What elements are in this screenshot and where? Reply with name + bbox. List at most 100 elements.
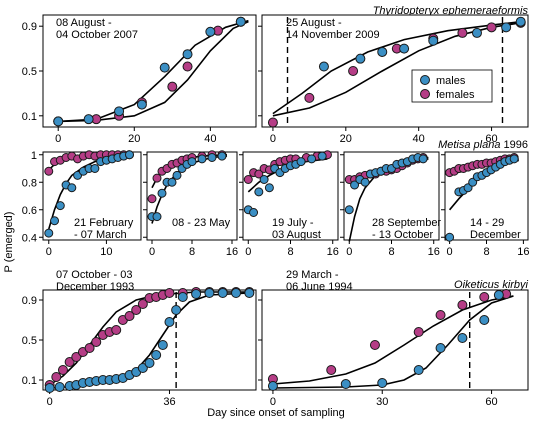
females-point — [243, 175, 253, 184]
x-tick-label: 8 — [483, 246, 489, 258]
females-point — [152, 173, 162, 183]
males-point — [399, 43, 410, 54]
males-point — [235, 16, 246, 27]
panel-date-label: 21 February - 07 March — [74, 217, 134, 241]
males-point — [204, 288, 215, 298]
x-tick-label: 0 — [149, 246, 155, 258]
females-point — [435, 310, 446, 320]
species-label-oiketicus: Oiketicus kirbyi — [454, 279, 529, 291]
x-tick-label: 0 — [346, 246, 352, 258]
panel-date-line: December — [470, 229, 521, 241]
males-point — [249, 208, 259, 217]
males-point — [471, 27, 482, 38]
females-point — [479, 292, 490, 302]
x-tick-label: 0 — [447, 246, 453, 258]
males-point — [457, 333, 468, 343]
males-point — [83, 114, 94, 125]
fitted-curve — [58, 20, 249, 123]
females-point — [457, 300, 468, 310]
males-point — [187, 157, 197, 167]
females-point — [137, 299, 148, 309]
males-point — [307, 154, 317, 164]
panel-date-label: 14 - 29 December — [470, 217, 521, 241]
species-label-metisa: Metisa plana 1996 — [438, 139, 528, 151]
x-tick-label: 30 — [376, 396, 388, 408]
panel-date-line: - 07 March — [74, 229, 127, 241]
males-point — [259, 175, 269, 184]
females-point — [91, 337, 102, 347]
panel-date-line: 21 February — [74, 217, 134, 229]
x-tick-label: 16 — [428, 246, 440, 258]
panel-date-line: December 1993 — [56, 281, 134, 293]
x-tick-label: 0 — [245, 246, 251, 258]
females-point — [167, 81, 178, 92]
panel-date-line: 14 November 2009 — [286, 29, 380, 41]
panel-date-label: 08 - 23 May — [172, 217, 231, 229]
panel-date-line: 29 March - — [286, 269, 339, 281]
females-point — [147, 194, 157, 204]
y-tick-label: 0.8 — [22, 177, 37, 189]
panel-date-line: 04 October 2007 — [56, 29, 138, 41]
legend-males-label: males — [436, 75, 466, 87]
males-point — [159, 62, 170, 73]
panel-4: 0 8 16 08 - 23 May — [143, 150, 238, 258]
x-tick-label: 0 — [46, 246, 52, 258]
panel-date-label: 25 August -14 November 2009 — [286, 17, 380, 41]
females-point — [304, 92, 315, 103]
males-point — [435, 343, 446, 353]
males-point — [428, 35, 439, 46]
females-point — [111, 325, 122, 335]
panel-date-label: 19 July -03 August — [272, 217, 321, 241]
legend-females-marker — [420, 89, 430, 99]
panel-8: 0 36 0.1 0.5 0.9 07 October - 03 December 1993 — [22, 269, 257, 408]
panel-frame — [261, 289, 529, 391]
males-point — [479, 315, 490, 325]
panel-date-line: 03 August — [272, 229, 321, 241]
panel-date-line: 07 October - 03 — [56, 269, 132, 281]
fitted-curve — [272, 295, 514, 389]
males-point — [344, 205, 354, 215]
y-axis-label: P (emerged) — [3, 212, 15, 273]
panel-date-line: 19 July - — [272, 217, 314, 229]
males-point — [44, 228, 54, 238]
females-point — [254, 169, 264, 179]
y-tick-label: 0.1 — [22, 375, 37, 387]
males-point — [413, 365, 424, 375]
x-tick-label: 0 — [55, 133, 61, 145]
males-point — [377, 378, 388, 388]
females-point — [131, 305, 142, 315]
males-point — [136, 99, 147, 110]
fitted-curve — [49, 291, 250, 386]
males-point — [67, 183, 77, 193]
panel-date-line: 08 August - — [56, 17, 112, 29]
y-tick-label: 0.5 — [22, 335, 37, 347]
panel-date-line: - 13 October — [372, 229, 433, 241]
males-point — [164, 317, 175, 327]
panel-date-line: 28 September — [372, 217, 441, 229]
panels: 0 20 40 0.1 0.5 0.9 08 August -04 October 2007… — [22, 14, 530, 408]
x-tick-label: 0 — [47, 396, 53, 408]
males-point — [144, 358, 155, 368]
x-tick-label: 16 — [226, 246, 238, 258]
females-point — [71, 352, 82, 362]
y-tick-label: 0.6 — [22, 205, 37, 217]
panel-6: 0 8 16 28 September - 13 October — [340, 151, 441, 258]
females-point — [326, 365, 337, 375]
females-point — [348, 66, 359, 76]
species-year-metisa: 1996 — [504, 139, 528, 151]
panel-date-label: 28 September - 13 October — [372, 217, 441, 241]
legend-females-label: females — [436, 89, 475, 101]
panel-date-line: 14 - 29 — [470, 217, 504, 229]
females-point — [369, 340, 380, 350]
males-point — [207, 153, 217, 162]
males-point — [317, 151, 327, 161]
males-point — [501, 22, 512, 33]
males-point — [355, 53, 366, 64]
legend-males-marker — [420, 75, 430, 85]
x-tick-label: 0 — [270, 396, 276, 408]
males-point — [350, 180, 360, 190]
males-point — [53, 116, 64, 127]
males-point — [182, 49, 193, 60]
x-tick-label: 16 — [327, 246, 339, 258]
males-point — [90, 164, 100, 173]
